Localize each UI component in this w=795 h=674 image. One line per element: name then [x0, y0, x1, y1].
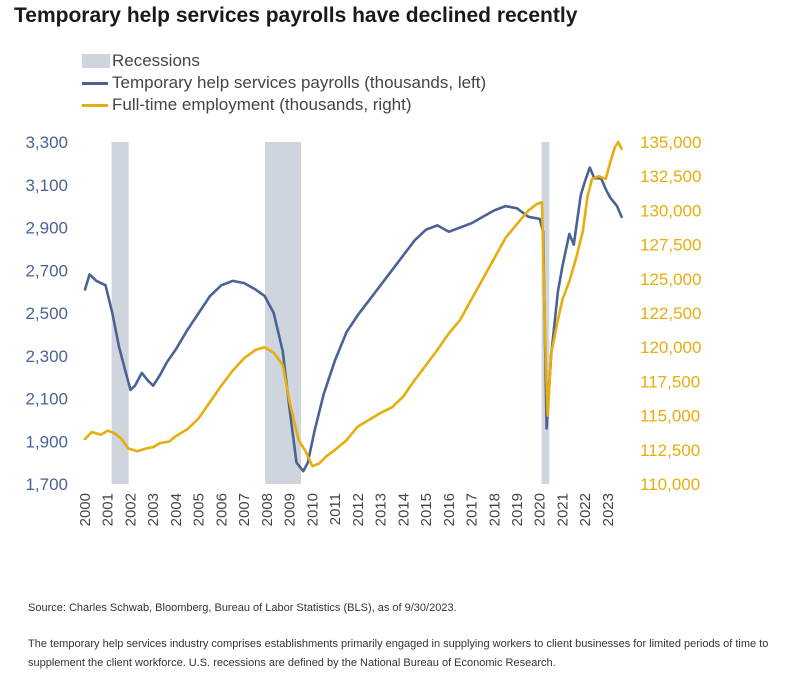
right-tick-label: 115,000 — [640, 407, 700, 426]
x-tick-label: 2001 — [100, 493, 117, 526]
x-tick-label: 2023 — [600, 493, 617, 526]
x-tick-label: 2020 — [532, 493, 549, 526]
left-tick-label: 2,900 — [25, 219, 68, 238]
x-tick-label: 2019 — [509, 493, 526, 526]
x-tick-label: 2018 — [486, 493, 503, 526]
x-tick-label: 2010 — [304, 493, 321, 526]
left-tick-label: 2,700 — [25, 261, 68, 280]
legend-swatch-temp-help — [82, 81, 108, 85]
series-line-temp-help — [83, 166, 623, 473]
right-tick-label: 135,000 — [640, 133, 701, 152]
legend-item-recessions: Recessions — [82, 50, 486, 72]
legend-label-temp-help: Temporary help services payrolls (thousa… — [112, 73, 487, 92]
left-tick-label: 2,100 — [25, 390, 68, 409]
chart-title: Temporary help services payrolls have de… — [14, 4, 578, 27]
x-tick-label: 2014 — [395, 493, 412, 526]
x-tick-label: 2002 — [122, 493, 139, 526]
x-tick-label: 2012 — [350, 493, 367, 526]
series-line-full-time — [83, 140, 623, 468]
left-tick-label: 2,300 — [25, 347, 68, 366]
left-tick-label: 2,500 — [25, 304, 68, 323]
legend: Recessions Temporary help services payro… — [82, 50, 486, 116]
x-tick-label: 2008 — [259, 493, 276, 526]
x-tick-label: 2007 — [236, 493, 253, 526]
recession-band-0 — [111, 142, 129, 484]
left-tick-label: 3,300 — [25, 133, 68, 152]
left-tick-label: 1,900 — [25, 432, 68, 451]
x-tick-label: 2004 — [168, 493, 185, 526]
legend-item-temp-help: Temporary help services payrolls (thousa… — [82, 72, 486, 94]
right-tick-label: 120,000 — [640, 338, 701, 357]
right-tick-label: 112,500 — [640, 441, 700, 460]
legend-swatch-full-time — [82, 103, 108, 107]
x-tick-label: 2011 — [327, 493, 344, 525]
x-tick-label: 2013 — [373, 493, 390, 526]
x-tick-label: 2000 — [77, 493, 94, 526]
x-tick-label: 2005 — [191, 493, 208, 526]
x-tick-label: 2017 — [464, 493, 481, 526]
x-tick-label: 2003 — [145, 493, 162, 526]
legend-label-full-time: Full-time employment (thousands, right) — [112, 95, 412, 114]
x-tick-label: 2009 — [282, 493, 299, 526]
right-tick-label: 122,500 — [640, 304, 701, 323]
left-tick-label: 3,100 — [25, 176, 68, 195]
x-tick-label: 2015 — [418, 493, 435, 526]
legend-swatch-recessions — [82, 54, 110, 68]
right-tick-label: 117,500 — [640, 372, 700, 391]
right-tick-label: 127,500 — [640, 236, 701, 255]
x-tick-label: 2021 — [554, 493, 571, 526]
right-tick-label: 130,000 — [640, 201, 701, 220]
x-tick-label: 2006 — [213, 493, 230, 526]
right-tick-label: 132,500 — [640, 167, 701, 186]
left-tick-label: 1,700 — [25, 475, 68, 494]
legend-item-full-time: Full-time employment (thousands, right) — [82, 94, 486, 116]
definition-note: The temporary help services industry com… — [28, 638, 769, 669]
right-tick-label: 125,000 — [640, 270, 701, 289]
x-tick-label: 2016 — [441, 493, 458, 526]
right-tick-label: 110,000 — [640, 475, 700, 494]
chart-plot: 1,700 1,900 2,100 2,300 2,500 2,700 2,900 3,100… — [25, 133, 701, 526]
source-note: Source: Charles Schwab, Bloomberg, Burea… — [28, 602, 457, 614]
legend-label-recessions: Recessions — [112, 51, 200, 70]
x-tick-label: 2022 — [577, 493, 594, 526]
